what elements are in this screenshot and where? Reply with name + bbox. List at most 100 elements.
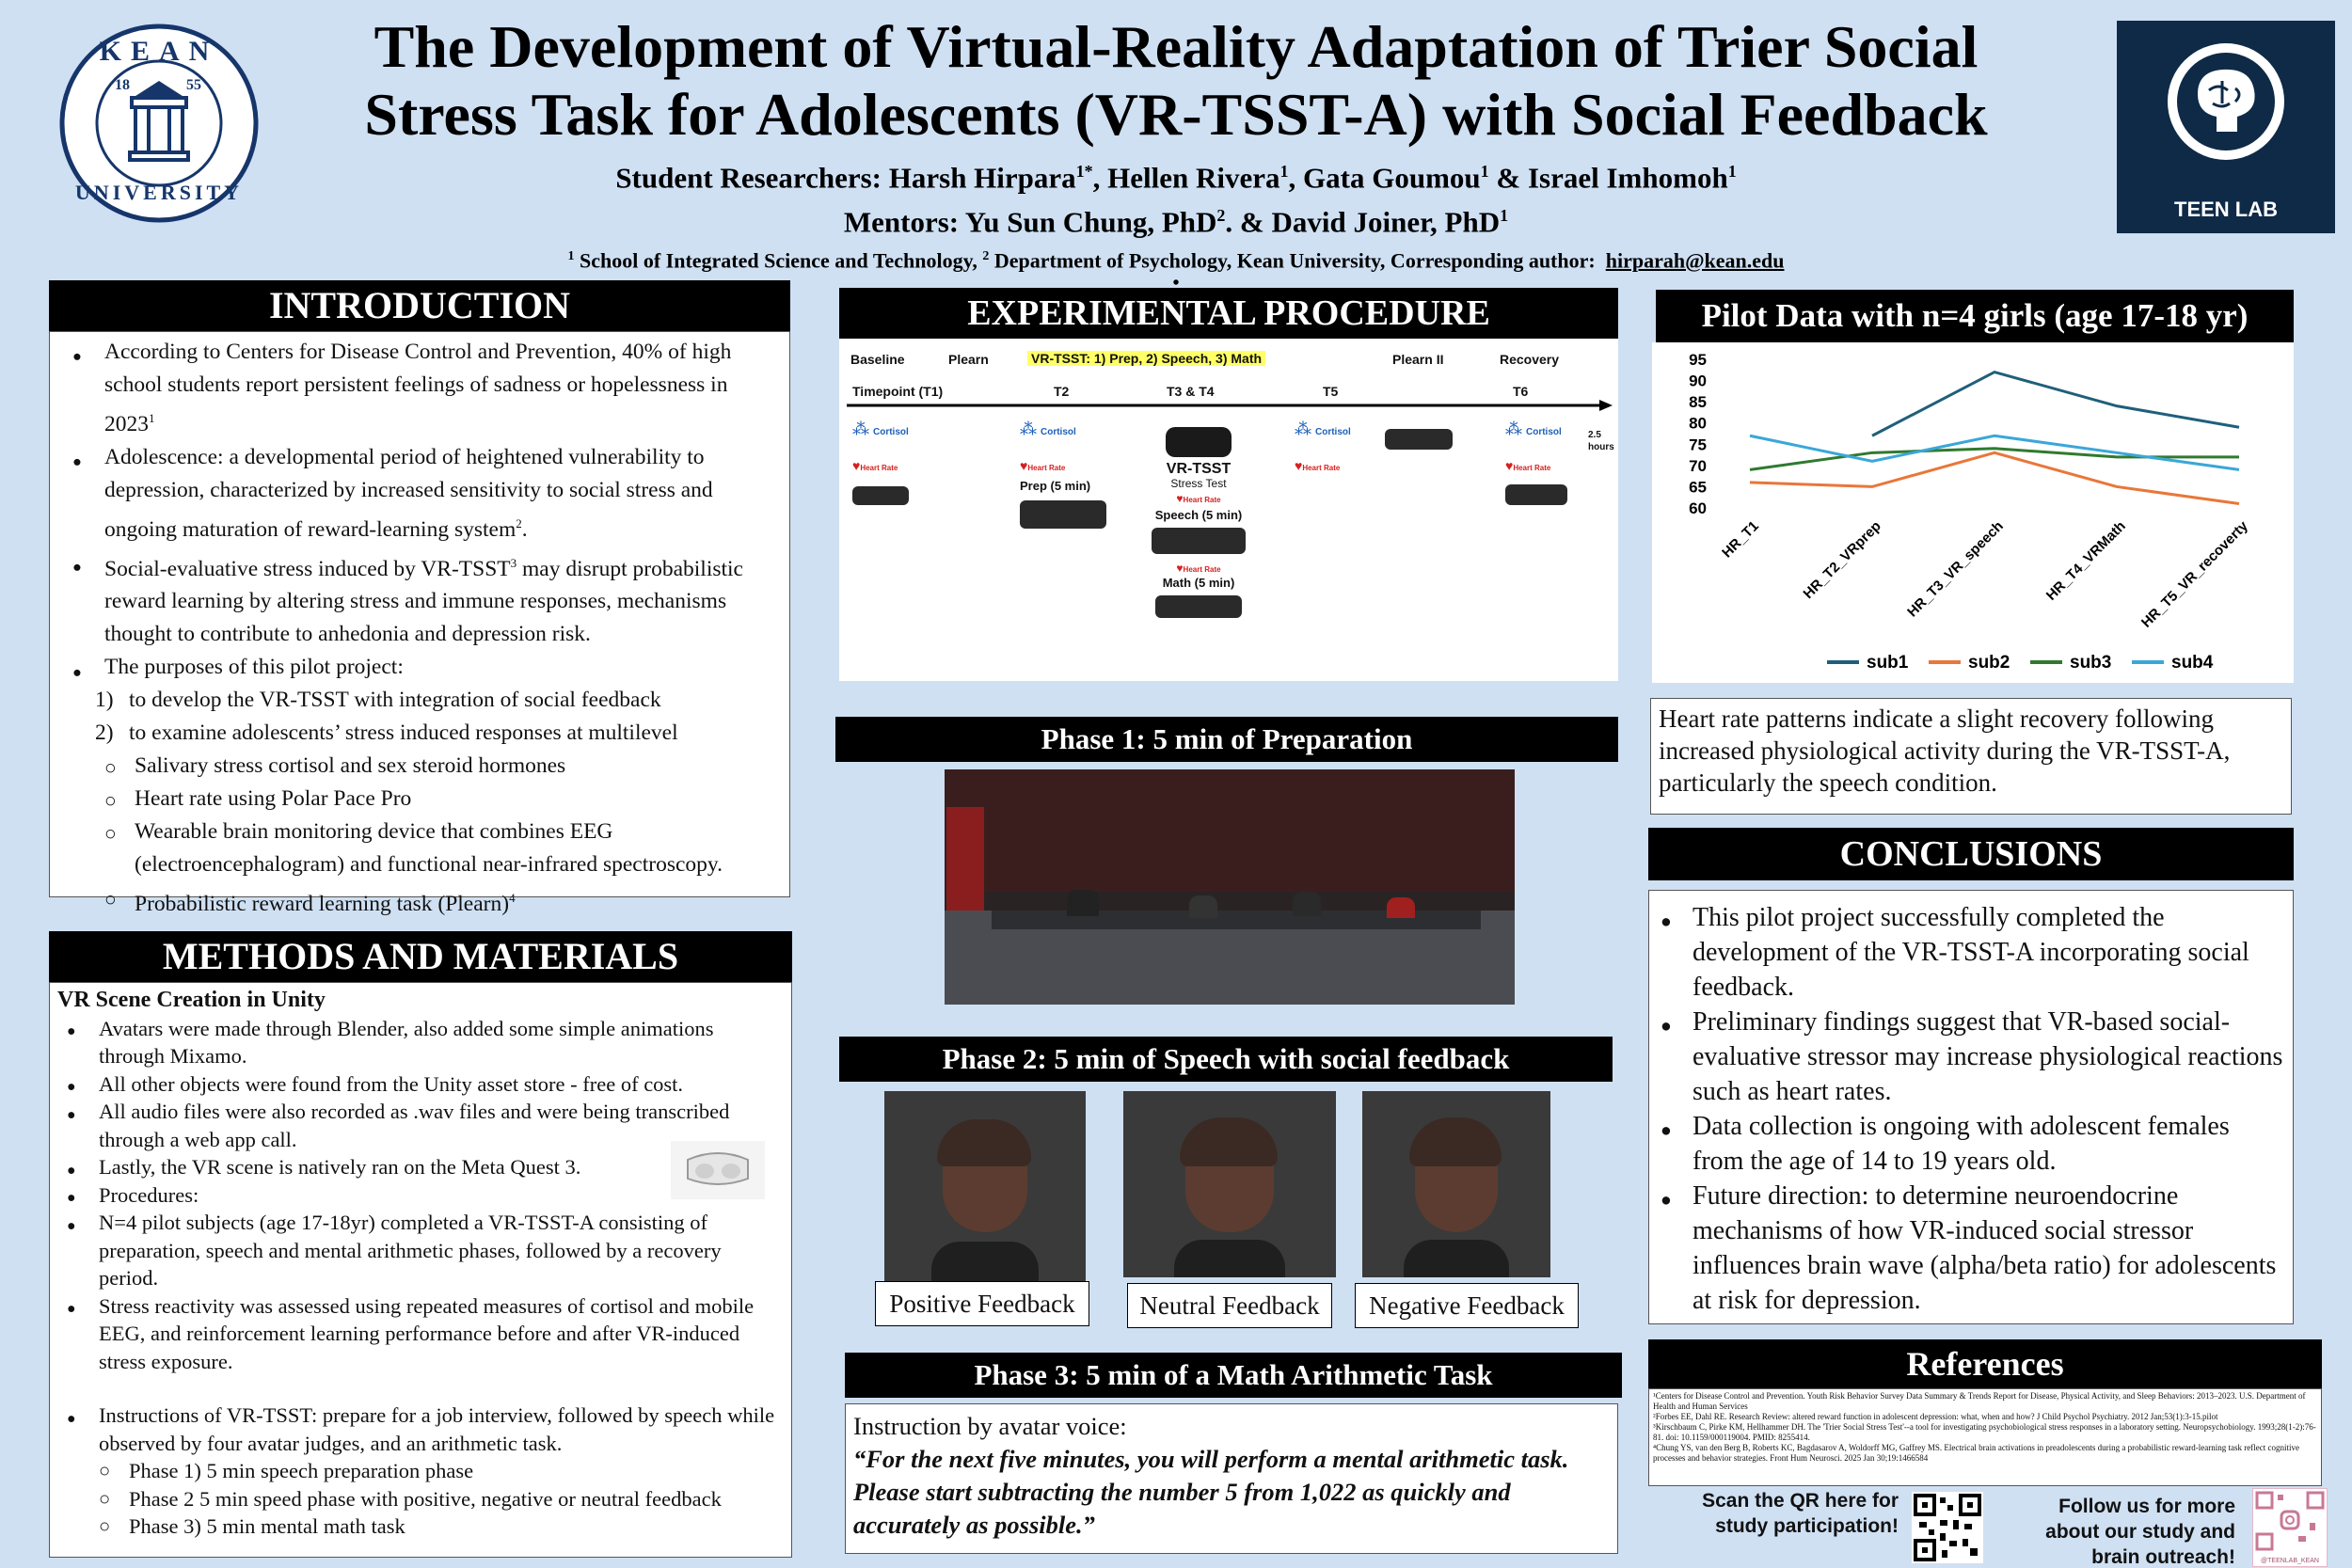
methods-bullet: N=4 pilot subjects (age 17-18yr) complet… (57, 1209, 780, 1292)
timepoint-t1-measures: ⁂ Cortisol ♥Heart Rate (852, 420, 909, 505)
label-t2: T2 (1054, 384, 1070, 399)
feedback-neutral-label: Neutral Feedback (1127, 1283, 1332, 1328)
label-recovery: Recovery (1500, 352, 1560, 367)
phase-3-instruction-box: Instruction by avatar voice: “For the ne… (845, 1403, 1618, 1554)
introduction-box: According to Centers for Disease Control… (49, 331, 790, 916)
instagram-handle: @TEENLAB_KEAN (2261, 1558, 2319, 1564)
y-tick-label: 90 (1689, 372, 1707, 390)
methods-phase-item: Phase 1) 5 min speech preparation phase (57, 1457, 780, 1485)
title-line-2: Stress Task for Adolescents (VR-TSST-A) … (364, 81, 1988, 148)
label-plearn: Plearn (948, 352, 989, 367)
device-icon (852, 486, 909, 505)
intro-numbered-item: to develop the VR-TSST with integration … (63, 684, 776, 717)
introduction-heading: INTRODUCTION (49, 280, 790, 331)
kean-year-left: 18 (115, 77, 130, 93)
intro-bullet: Adolescence: a developmental period of h… (63, 441, 776, 546)
y-tick-label: 70 (1689, 457, 1707, 475)
feedback-positive-label: Positive Feedback (875, 1281, 1089, 1326)
heart-rate-icon: ♥Heart Rate (1176, 492, 1221, 505)
instagram-qr-code[interactable]: @TEENLAB_KEAN (2252, 1488, 2328, 1567)
vr-headset-icon (1166, 427, 1232, 457)
follow-caption: Follow us for more about our study and b… (2045, 1496, 2235, 1568)
label-vr-tsst: VR-TSST (1166, 461, 1232, 477)
label-plearn-2: Plearn II (1392, 352, 1444, 367)
heart-rate-icon: ♥Heart Rate (1505, 460, 1551, 474)
kean-logo: KEAN UNIVERSITY 18 55 (58, 23, 260, 224)
label-prep: Prep (5 min) (1020, 479, 1091, 493)
x-tick-label: HR_T2_VRprep (1801, 518, 1884, 602)
intro-bullet: The purposes of this pilot project: (63, 651, 776, 688)
teen-lab-logo: TEEN LAB (2117, 21, 2335, 233)
title-line-1: The Development of Virtual-Reality Adapt… (373, 13, 1979, 80)
conclusions-box: This pilot project successfully complete… (1648, 890, 2294, 1324)
intro-numbered-item: to examine adolescents’ stress induced r… (63, 717, 776, 750)
reference-item: ¹Centers for Disease Control and Prevent… (1653, 1391, 2306, 1411)
header-dot: • (1172, 272, 1180, 293)
reference-item: ²Forbes EE, Dahl RE. Research Review: al… (1653, 1412, 2218, 1421)
methods-bullet: Stress reactivity was assessed using rep… (57, 1292, 780, 1376)
methods-heading: METHODS AND MATERIALS (49, 931, 792, 982)
x-tick-label: HR_T1 (1719, 518, 1762, 562)
methods-phase-item: Phase 3) 5 min mental math task (57, 1513, 780, 1541)
feedback-negative-label: Negative Feedback (1355, 1283, 1579, 1328)
y-tick-label: 80 (1689, 415, 1707, 433)
label-math: Math (5 min) (1162, 576, 1235, 590)
vr-headset-icon (671, 1141, 765, 1199)
methods-bullet: All other objects were found from the Un… (57, 1070, 780, 1101)
methods-bullet: Lastly, the VR scene is natively ran on … (57, 1153, 780, 1184)
email-link[interactable]: hirparah@kean.edu (1605, 247, 1785, 272)
methods-bullet: Avatars were made through Blender, also … (57, 1015, 780, 1070)
conclusion-bullet: Preliminary findings suggest that VR-bas… (1651, 1005, 2285, 1109)
references-box: ¹Centers for Disease Control and Prevent… (1648, 1388, 2322, 1486)
avatar-negative-image (1362, 1091, 1550, 1277)
label-speech: Speech (5 min) (1154, 508, 1243, 522)
pilot-caption: Heart rate patterns indicate a slight re… (1650, 698, 2292, 815)
x-tick-label: HR_T5_VR_recoverty (2138, 517, 2251, 630)
device-icon (1385, 429, 1453, 450)
teen-lab-label: TEEN LAB (2174, 198, 2278, 221)
x-tick-label: HR_T3_VR_speech (1904, 518, 2007, 621)
instruction-label: Instruction by avatar voice: (853, 1412, 1127, 1440)
device-icon (1152, 528, 1246, 554)
intro-bullet: According to Centers for Disease Control… (63, 336, 776, 441)
brain-icon (2168, 43, 2284, 160)
label-t5: T5 (1323, 384, 1339, 399)
student-researchers: Student Researchers: Harsh Hirpara1*, He… (615, 161, 1737, 195)
conclusion-bullet: Future direction: to determine neuroendo… (1651, 1179, 2285, 1318)
conclusions-heading: CONCLUSIONS (1648, 828, 2294, 880)
kean-logo-top: KEAN (99, 36, 219, 67)
heart-rate-icon: ♥Heart Rate (1020, 460, 1066, 474)
intro-sub-item: Heart rate using Polar Pace Pro (63, 783, 776, 817)
heart-rate-icon: ♥Heart Rate (852, 460, 898, 474)
label-t1: Timepoint (T1) (852, 384, 944, 399)
methods-box: VR Scene Creation in Unity Avatars were … (49, 982, 792, 1558)
intro-bullet: Social-evaluative stress induced by VR-T… (63, 546, 776, 652)
cortisol-icon: ⁂ (1020, 420, 1037, 438)
experimental-procedure-figure: Baseline Plearn VR-TSST: 1) Prep, 2) Spe… (839, 339, 1618, 681)
y-tick-label: 60 (1689, 499, 1707, 517)
conclusion-bullet: This pilot project successfully complete… (1651, 900, 2285, 1005)
intro-sub-item: Wearable brain monitoring device that co… (63, 816, 776, 881)
label-hours: 2.5 hours (1588, 430, 1614, 452)
avatar-positive-image (884, 1091, 1086, 1281)
poster-header: The Development of Virtual-Reality Adapt… (282, 13, 2070, 302)
mentors: Mentors: Yu Sun Chung, PhD2. & David Joi… (843, 205, 1509, 239)
label-vrtsst: VR-TSST: 1) Prep, 2) Speech, 3) Math (1027, 351, 1266, 366)
label-t6: T6 (1513, 384, 1529, 399)
label-baseline: Baseline (850, 352, 905, 367)
series-line-sub2 (1749, 451, 2240, 505)
series-line-sub4 (1749, 434, 2240, 471)
timepoint-t6-measures: ⁂ Cortisol ♥Heart Rate (1505, 420, 1567, 505)
legend-label-sub1: sub1 (1867, 653, 1909, 673)
phase-3-heading: Phase 3: 5 min of a Math Arithmetic Task (845, 1353, 1622, 1398)
study-qr-code[interactable] (1912, 1492, 1983, 1563)
heart-rate-icon: ♥Heart Rate (1295, 460, 1341, 474)
methods-bullet: Procedures: (57, 1181, 780, 1212)
label-t34: T3 & T4 (1167, 384, 1215, 399)
conclusion-bullet: Data collection is ongoing with adolesce… (1651, 1109, 2285, 1179)
phase-1-heading: Phase 1: 5 min of Preparation (835, 717, 1618, 762)
methods-bullet: All audio files were also recorded as .w… (57, 1098, 780, 1153)
cortisol-icon: ⁂ (1505, 420, 1522, 438)
reference-item: ⁴Chung YS, van den Berg B, Roberts KC, B… (1653, 1443, 2299, 1463)
pilot-data-heading: Pilot Data with n=4 girls (age 17-18 yr) (1656, 290, 2294, 342)
